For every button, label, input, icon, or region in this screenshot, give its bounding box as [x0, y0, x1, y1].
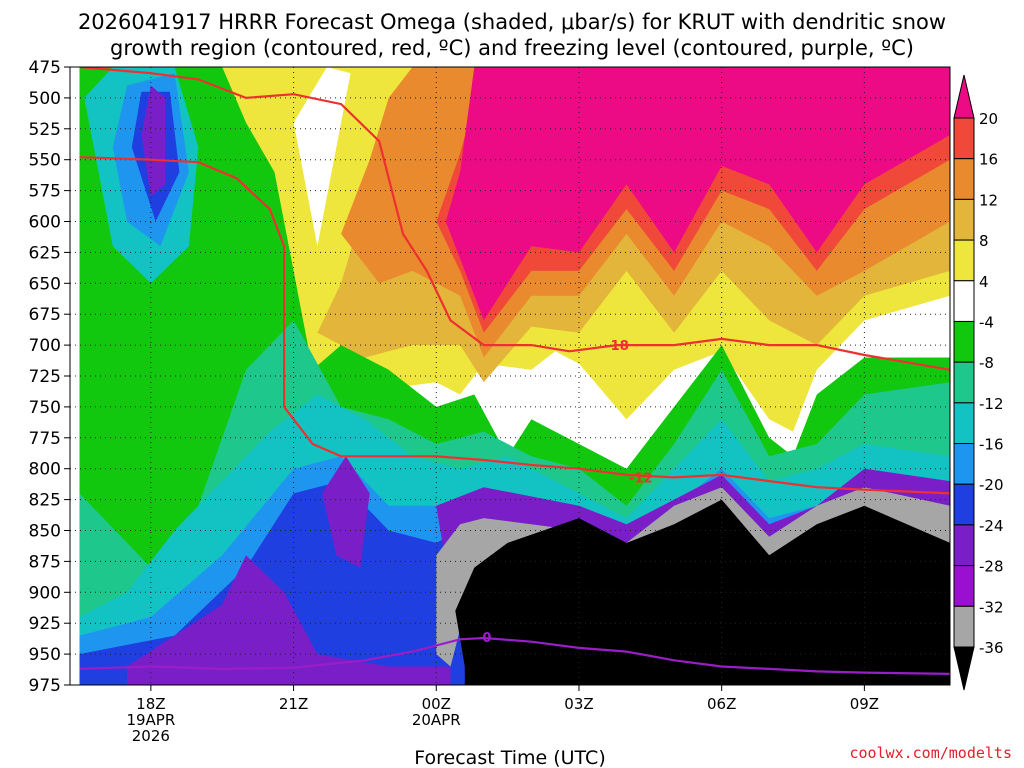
colorbar-label-4: -20	[979, 476, 1004, 494]
colorbar-label-13: 20	[979, 110, 998, 128]
x-tick-label-27-1: 03Z	[564, 695, 593, 713]
colorbar-box-9	[953, 483, 975, 526]
colorbar-box-4	[953, 280, 975, 322]
y-tick-label-525: 525	[29, 120, 61, 140]
omega-region-7	[293, 67, 351, 247]
y-tick-label-950: 950	[29, 645, 61, 665]
colorbar-label-0: -36	[979, 639, 1004, 657]
omega-region-16	[141, 85, 166, 197]
y-tick-label-825: 825	[29, 491, 61, 511]
y-tick-label-600: 600	[29, 213, 61, 233]
omega-region-21	[455, 499, 950, 685]
y-tick-label-700: 700	[29, 336, 61, 356]
dendritic-contour-0	[79, 67, 950, 371]
colorbar-box-5	[953, 320, 975, 363]
y-tick-label-475: 475	[29, 58, 61, 78]
y-tick-label-650: 650	[29, 274, 61, 294]
source-credit: coolwx.com/modelts	[849, 744, 1012, 762]
colorbar-label-1: -32	[979, 598, 1004, 616]
pressure-axis: 475 500 525 550 575 600 625 650 675 700 725 750 775 8…	[29, 58, 70, 696]
colorbar-label-6: -12	[979, 395, 1004, 413]
chart-title-line-2: growth region (contoured, red, ºC) and f…	[110, 36, 914, 60]
colorbar-label-11: 12	[979, 191, 998, 209]
x-tick-label-24-2: 20APR	[412, 711, 461, 729]
y-tick-label-625: 625	[29, 243, 61, 263]
colorbar-box-2	[953, 198, 975, 241]
colorbar-top-arrow	[953, 74, 975, 119]
colorbar-label-2: -28	[979, 558, 1004, 576]
colorbar-box-11	[953, 565, 975, 607]
colorbar-box-10	[953, 524, 975, 567]
y-tick-label-575: 575	[29, 182, 61, 202]
freezing-level-label: 0	[482, 631, 491, 646]
y-tick-label-550: 550	[29, 151, 61, 171]
omega-shading	[79, 67, 950, 685]
dotted-grid	[70, 67, 950, 685]
colorbar-label-9: 4	[979, 273, 989, 291]
x-tick-label-30-1: 06Z	[707, 695, 736, 713]
colorbar-box-3	[953, 239, 975, 282]
colorbar-label-10: 8	[979, 232, 989, 250]
y-tick-label-750: 750	[29, 398, 61, 418]
x-tick-label-24-1: 00Z	[422, 695, 451, 713]
x-tick-label-18-1: 18Z	[136, 695, 165, 713]
colorbar-label-5: -16	[979, 436, 1004, 454]
colorbar-label-3: -24	[979, 517, 1004, 535]
x-axis-label: Forecast Time (UTC)	[414, 747, 605, 768]
x-tick-label-18-2: 19APR	[126, 711, 175, 729]
y-tick-label-900: 900	[29, 583, 61, 603]
colorbar-box-12	[953, 605, 975, 648]
y-tick-label-925: 925	[29, 614, 61, 634]
x-tick-label-21-1: 21Z	[279, 695, 308, 713]
x-tick-label-18-3: 2026	[132, 727, 170, 745]
y-tick-label-850: 850	[29, 522, 61, 542]
colorbar-box-8	[953, 443, 975, 485]
dendritic-label-1: -12	[629, 471, 653, 486]
freezing-level-contour	[79, 636, 950, 675]
y-tick-label-675: 675	[29, 305, 61, 325]
colorbar-box-7	[953, 402, 975, 445]
colorbar-box-0	[953, 117, 975, 160]
colorbar-box-6	[953, 361, 975, 404]
omega-region-17	[322, 456, 370, 568]
omega-region-6	[445, 67, 950, 321]
omega-region-18	[127, 555, 451, 685]
x-tick-label-33-1: 09Z	[850, 695, 879, 713]
colorbar-label-8: -4	[979, 313, 994, 331]
dendritic-label-0: -18	[605, 339, 629, 354]
y-tick-label-875: 875	[29, 552, 61, 572]
contour-lines	[79, 67, 950, 675]
y-tick-label-975: 975	[29, 676, 61, 696]
omega-colorbar: -36 -32 -28 -24 -20 -16 -12 -8 -4 4 8 12 16 20	[953, 74, 1004, 691]
y-tick-label-775: 775	[29, 429, 61, 449]
colorbar-label-7: -8	[979, 354, 994, 372]
chart-title-line-1: 2026041917 HRRR Forecast Omega (shaded, …	[78, 10, 946, 34]
y-tick-label-725: 725	[29, 367, 61, 387]
dendritic-contour-1	[79, 156, 950, 495]
y-tick-label-500: 500	[29, 89, 61, 109]
colorbar-box-1	[953, 158, 975, 200]
colorbar-label-12: 16	[979, 151, 998, 169]
y-tick-label-800: 800	[29, 460, 61, 480]
contour-labels: -18 -12 0	[482, 339, 652, 646]
colorbar-bottom-arrow	[953, 646, 975, 691]
plot-area	[70, 67, 950, 685]
